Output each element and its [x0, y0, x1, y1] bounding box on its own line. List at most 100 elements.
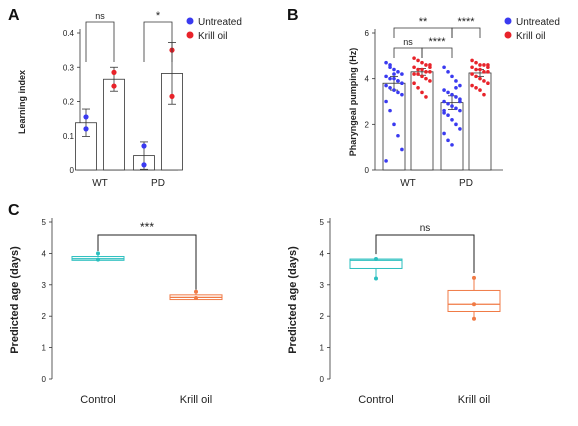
c-left-y-tick-label: 0 [42, 375, 47, 384]
b-data-point [400, 72, 404, 76]
b-data-point [400, 147, 404, 152]
panel-letter-b: B [287, 7, 299, 24]
b-data-point [420, 74, 424, 79]
b-data-point [392, 122, 396, 127]
c-left-data-point [96, 257, 100, 262]
b-significance-label: **** [457, 16, 475, 28]
c-left-x-tick-label: Control [80, 394, 115, 406]
c-left-y-tick-label: 5 [42, 218, 47, 227]
b-data-point [482, 92, 486, 97]
b-data-point [396, 70, 400, 74]
a-x-tick-label: PD [151, 178, 165, 189]
b-data-point [474, 67, 478, 72]
b-data-point [446, 113, 450, 117]
b-data-point [412, 56, 416, 60]
c-left-y-tick-label: 1 [42, 344, 47, 353]
b-data-point [470, 65, 474, 70]
b-data-point [412, 72, 416, 76]
b-data-point [474, 60, 478, 65]
b-data-point [454, 106, 458, 111]
b-data-point [428, 79, 432, 83]
b-data-point [454, 86, 458, 90]
b-data-point [396, 90, 400, 95]
c-left-y-axis-title: Predicted age (days) [9, 246, 21, 354]
b-significance-label: ns [403, 37, 413, 47]
b-data-point [416, 58, 420, 63]
b-legend-label: Krill oil [516, 31, 545, 42]
c-left-data-point [96, 251, 100, 256]
b-x-tick-label: WT [400, 178, 416, 189]
b-y-tick-label: 2 [365, 120, 370, 129]
b-significance-bracket [393, 47, 423, 58]
b-data-point [400, 81, 404, 86]
b-data-point [412, 65, 416, 70]
a-data-point [169, 93, 175, 99]
c-right-y-tick-label: 5 [320, 218, 325, 227]
c-left-data-point [194, 289, 198, 294]
a-y-tick-label: 0.2 [63, 98, 75, 107]
b-data-point [486, 81, 490, 86]
c-right-data-point [374, 276, 378, 281]
b-data-point [442, 108, 446, 113]
a-significance-bracket [85, 21, 115, 62]
c-right-x-tick-label: Control [358, 394, 393, 406]
c-right-y-tick-label: 0 [320, 375, 325, 384]
c-right-y-tick-label: 2 [320, 312, 325, 321]
b-significance-label: ** [419, 16, 428, 28]
c-left-y-tick-label: 3 [42, 281, 47, 290]
b-data-point [482, 79, 486, 83]
b-y-tick-label: 6 [365, 29, 370, 38]
a-bar [103, 78, 125, 171]
c-left-y-tick-label: 4 [42, 249, 47, 258]
b-data-point [450, 143, 454, 147]
b-data-point [388, 76, 392, 81]
b-y-tick-label: 4 [365, 75, 370, 84]
b-data-point [474, 86, 478, 90]
b-legend-marker [504, 31, 512, 39]
c-right-significance-bracket [375, 234, 475, 273]
b-data-point [388, 63, 392, 67]
a-data-point [83, 126, 89, 132]
b-x-tick-label: PD [459, 178, 473, 189]
c-right-data-point [472, 302, 476, 307]
b-significance-label: **** [428, 36, 446, 48]
b-data-point [450, 104, 454, 108]
b-data-point [388, 108, 392, 113]
b-legend-marker [504, 17, 512, 25]
b-data-point [478, 76, 482, 81]
b-y-tick-label: 0 [365, 166, 370, 175]
b-y-axis-title: Pharyngeal pumping (Hz) [348, 48, 358, 157]
b-bar [410, 71, 434, 171]
a-data-point [141, 162, 147, 168]
b-significance-bracket [421, 47, 453, 58]
a-y-axis-title: Learning index [17, 70, 27, 134]
b-data-point [424, 70, 428, 74]
b-data-point [392, 76, 396, 81]
b-data-point [454, 122, 458, 127]
b-data-point [428, 63, 432, 67]
b-data-point [384, 99, 388, 104]
a-y-tick-label: 0.4 [63, 29, 75, 38]
b-data-point [458, 99, 462, 104]
a-legend-label: Untreated [198, 17, 242, 28]
c-right-data-point [472, 316, 476, 321]
a-significance-label: ns [95, 11, 105, 21]
b-data-point [392, 72, 396, 76]
b-data-point [442, 131, 446, 136]
c-right-box [447, 289, 501, 312]
b-data-point [384, 83, 388, 88]
b-data-point [470, 58, 474, 63]
b-data-point [482, 63, 486, 67]
b-data-point [396, 133, 400, 138]
c-right-y-tick-label: 3 [320, 281, 325, 290]
b-data-point [458, 108, 462, 113]
b-data-point [454, 95, 458, 99]
b-data-point [446, 70, 450, 74]
b-data-point [478, 67, 482, 72]
b-data-point [412, 81, 416, 86]
b-data-point [478, 88, 482, 92]
b-data-point [416, 86, 420, 90]
c-right-y-tick-label: 1 [320, 344, 325, 353]
b-data-point [446, 138, 450, 143]
